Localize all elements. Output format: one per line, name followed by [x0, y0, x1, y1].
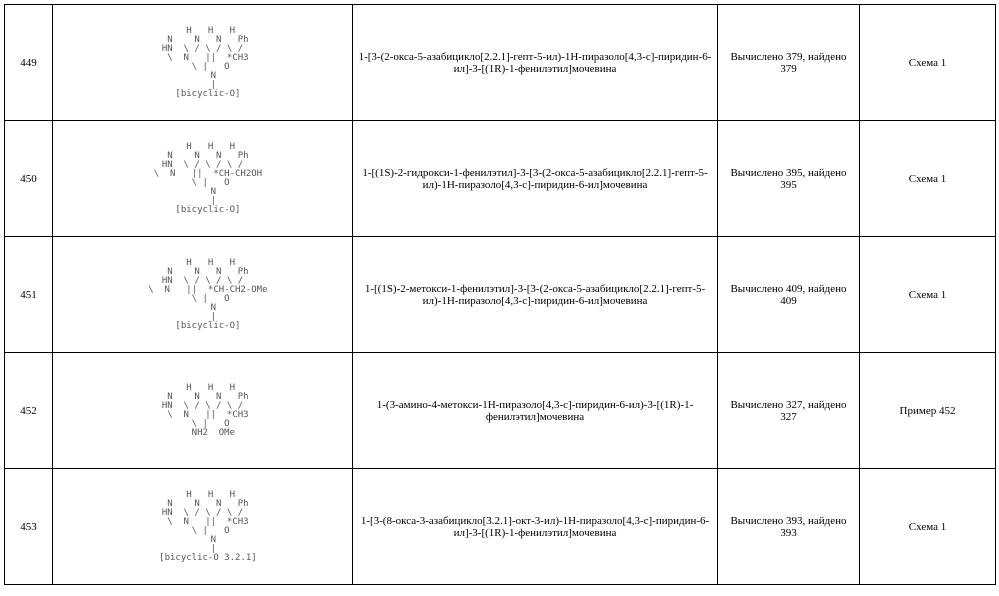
compounds-tbody: 449 H H H N N N Ph HN \ / \ / \ / \ N ||… — [5, 5, 996, 585]
compound-id: 452 — [5, 353, 53, 469]
structure-diagram: H H H N N N Ph HN \ / \ / \ / \ N || *CH… — [53, 469, 353, 585]
compound-id: 451 — [5, 237, 53, 353]
table-row: 452 H H H N N N Ph HN \ / \ / \ / \ N ||… — [5, 353, 996, 469]
compound-name: 1-[(1S)-2-метокси-1-фенилэтил]-3-[3-(2-о… — [353, 237, 718, 353]
compound-id: 450 — [5, 121, 53, 237]
reference: Схема 1 — [860, 121, 996, 237]
reference: Схема 1 — [860, 469, 996, 585]
table-row: 451 H H H N N N Ph HN \ / \ / \ / \ N ||… — [5, 237, 996, 353]
compound-id: 449 — [5, 5, 53, 121]
compound-name: 1-(3-амино-4-метокси-1H-пиразоло[4,3-c]-… — [353, 353, 718, 469]
compound-id: 453 — [5, 469, 53, 585]
reference: Схема 1 — [860, 5, 996, 121]
mass-spec: Вычислено 395, найдено 395 — [718, 121, 860, 237]
compound-name: 1-[(1S)-2-гидрокси-1-фенилэтил]-3-[3-(2-… — [353, 121, 718, 237]
table-row: 449 H H H N N N Ph HN \ / \ / \ / \ N ||… — [5, 5, 996, 121]
reference: Схема 1 — [860, 237, 996, 353]
mass-spec: Вычислено 393, найдено 393 — [718, 469, 860, 585]
compound-name: 1-[3-(2-окса-5-азабицикло[2.2.1]-гепт-5-… — [353, 5, 718, 121]
reference: Пример 452 — [860, 353, 996, 469]
structure-diagram: H H H N N N Ph HN \ / \ / \ / \ N || *CH… — [53, 353, 353, 469]
table-row: 450 H H H N N N Ph HN \ / \ / \ / \ N ||… — [5, 121, 996, 237]
structure-diagram: H H H N N N Ph HN \ / \ / \ / \ N || *CH… — [53, 5, 353, 121]
structure-diagram: H H H N N N Ph HN \ / \ / \ / \ N || *CH… — [53, 121, 353, 237]
mass-spec: Вычислено 379, найдено 379 — [718, 5, 860, 121]
mass-spec: Вычислено 409, найдено 409 — [718, 237, 860, 353]
structure-diagram: H H H N N N Ph HN \ / \ / \ / \ N || *CH… — [53, 237, 353, 353]
compounds-table: 449 H H H N N N Ph HN \ / \ / \ / \ N ||… — [4, 4, 996, 585]
table-row: 453 H H H N N N Ph HN \ / \ / \ / \ N ||… — [5, 469, 996, 585]
mass-spec: Вычислено 327, найдено 327 — [718, 353, 860, 469]
compound-name: 1-[3-(8-окса-3-азабицикло[3.2.1]-окт-3-и… — [353, 469, 718, 585]
